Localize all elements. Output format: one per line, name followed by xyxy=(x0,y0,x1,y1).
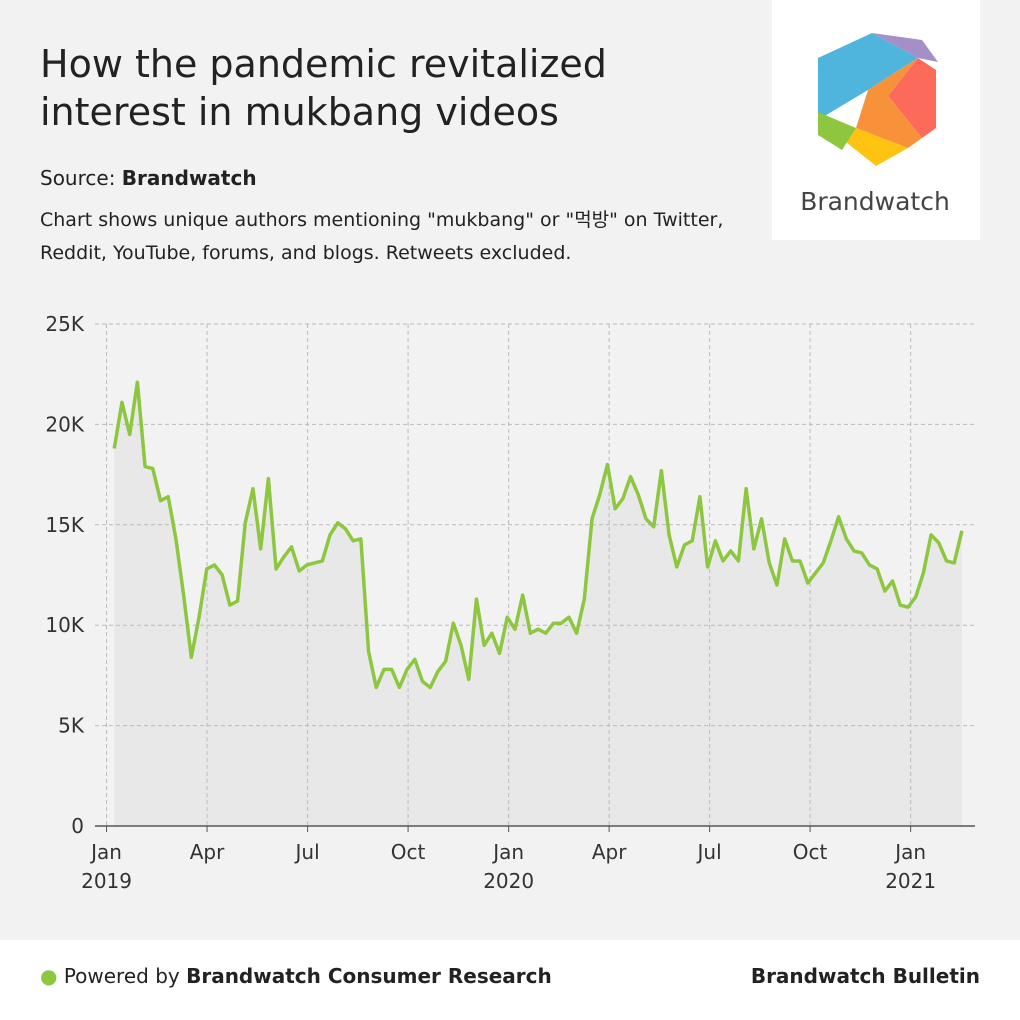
area xyxy=(114,382,962,826)
powered-name: Brandwatch Consumer Research xyxy=(186,964,552,988)
x-tick-label: Apr xyxy=(592,840,627,864)
logo-text: Brandwatch xyxy=(800,187,950,216)
y-tick-label: 25K xyxy=(45,312,84,336)
x-tick-label: Jul xyxy=(696,840,722,864)
source-name: Brandwatch xyxy=(121,166,257,190)
source-label: Source: xyxy=(40,166,116,190)
chart: 0 5K 10K 15K 20K 25K Jan 2019 Apr Jul Oct Jan 2020 Ap… xyxy=(45,312,975,893)
x-tick-label: Oct xyxy=(793,840,828,864)
x-tick-label: Jan 2020 xyxy=(483,840,534,893)
x-tick-label: Jan 2021 xyxy=(885,840,936,893)
line xyxy=(112,380,964,690)
y-tick-label: 20K xyxy=(45,412,84,436)
source: Source: Brandwatch xyxy=(40,166,257,190)
bulletin: Brandwatch Bulletin xyxy=(750,964,980,988)
x-tick-label: Jan 2019 xyxy=(81,840,132,893)
powered-label: Powered by xyxy=(63,964,180,988)
x-tick-label: Oct xyxy=(391,840,426,864)
y-tick-label: 10K xyxy=(45,613,84,637)
y-tick-label: 5K xyxy=(58,714,85,738)
powered: ● Powered by Brandwatch Consumer Researc… xyxy=(40,964,552,988)
x-tick-label: Jul xyxy=(294,840,320,864)
title: How the pandemic revitalized interest in… xyxy=(40,42,607,134)
x-tick-label: Apr xyxy=(190,840,225,864)
y-tick-label: 0 xyxy=(71,814,84,838)
y-tick-label: 15K xyxy=(45,513,84,537)
footer: ● Powered by Brandwatch Consumer Researc… xyxy=(0,940,1020,1020)
description: Chart shows unique authors mentioning "m… xyxy=(40,209,724,264)
logo: Brandwatch xyxy=(772,0,980,240)
logo-mark: Brandwatch xyxy=(800,33,950,216)
